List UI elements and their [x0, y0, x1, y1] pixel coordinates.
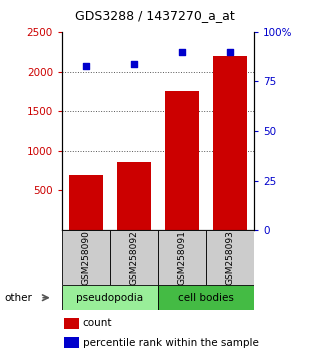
Text: GSM258093: GSM258093	[226, 230, 235, 285]
Point	[84, 63, 89, 68]
Bar	[64, 318, 79, 329]
Bar	[206, 230, 254, 285]
Bar	[158, 285, 254, 310]
Text: cell bodies: cell bodies	[178, 293, 234, 303]
Point	[180, 49, 185, 55]
Bar	[64, 337, 79, 348]
Bar	[213, 56, 247, 230]
Text: GSM258090: GSM258090	[82, 230, 91, 285]
Text: pseudopodia: pseudopodia	[77, 293, 144, 303]
Text: percentile rank within the sample: percentile rank within the sample	[82, 338, 259, 348]
Bar	[117, 162, 151, 230]
Bar	[158, 230, 206, 285]
Text: GSM258091: GSM258091	[178, 230, 187, 285]
Bar	[110, 230, 158, 285]
Text: GDS3288 / 1437270_a_at: GDS3288 / 1437270_a_at	[75, 9, 235, 22]
Point	[228, 49, 232, 55]
Text: count: count	[82, 318, 112, 328]
Point	[132, 61, 137, 67]
Text: GSM258092: GSM258092	[130, 230, 139, 285]
Text: other: other	[5, 293, 33, 303]
Bar	[165, 91, 199, 230]
Bar	[62, 285, 158, 310]
Bar	[62, 230, 110, 285]
Bar	[69, 175, 103, 230]
